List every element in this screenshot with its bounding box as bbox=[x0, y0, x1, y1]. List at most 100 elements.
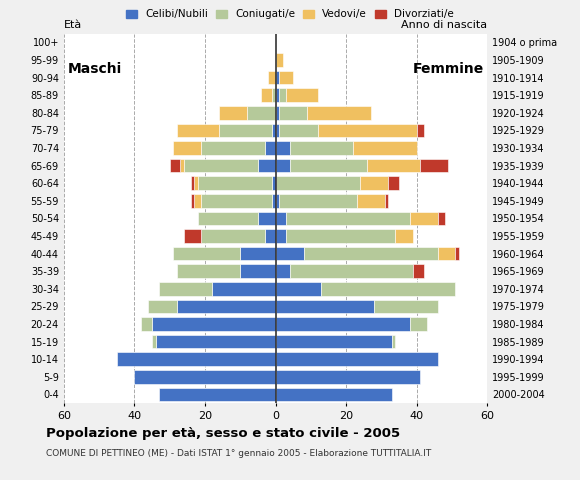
Bar bbox=[413, 264, 423, 278]
Bar bbox=[279, 88, 286, 102]
Bar bbox=[353, 141, 416, 155]
Text: Età: Età bbox=[64, 20, 82, 30]
Bar bbox=[389, 176, 399, 190]
Bar bbox=[194, 176, 198, 190]
Bar bbox=[184, 159, 258, 172]
Bar bbox=[117, 352, 276, 366]
Bar bbox=[276, 247, 304, 261]
Text: Femmine: Femmine bbox=[412, 62, 484, 76]
Legend: Celibi/Nubili, Coniugati/e, Vedovi/e, Divorziati/e: Celibi/Nubili, Coniugati/e, Vedovi/e, Di… bbox=[122, 5, 458, 24]
Text: COMUNE DI PETTINEO (ME) - Dati ISTAT 1° gennaio 2005 - Elaborazione TUTTITALIA.I: COMUNE DI PETTINEO (ME) - Dati ISTAT 1° … bbox=[46, 449, 432, 458]
Bar bbox=[367, 159, 420, 172]
Bar bbox=[198, 212, 258, 225]
Bar bbox=[420, 159, 448, 172]
Text: Anno di nascita: Anno di nascita bbox=[401, 20, 487, 30]
Bar bbox=[276, 335, 392, 348]
Bar bbox=[159, 282, 212, 296]
Bar bbox=[219, 106, 247, 120]
Bar bbox=[276, 194, 279, 208]
Bar bbox=[135, 370, 276, 384]
Bar bbox=[155, 335, 276, 348]
Bar bbox=[279, 123, 318, 137]
Bar bbox=[276, 71, 279, 84]
Bar bbox=[276, 370, 420, 384]
Bar bbox=[276, 123, 279, 137]
Bar bbox=[357, 194, 385, 208]
Bar bbox=[409, 212, 438, 225]
Bar bbox=[276, 88, 279, 102]
Bar bbox=[276, 317, 409, 331]
Bar bbox=[276, 352, 438, 366]
Bar bbox=[240, 264, 276, 278]
Bar bbox=[289, 141, 353, 155]
Bar bbox=[455, 247, 459, 261]
Bar bbox=[148, 300, 177, 313]
Bar bbox=[177, 123, 219, 137]
Bar bbox=[152, 317, 276, 331]
Bar bbox=[276, 159, 289, 172]
Bar bbox=[201, 194, 272, 208]
Bar bbox=[272, 88, 276, 102]
Bar bbox=[276, 141, 289, 155]
Bar bbox=[159, 387, 276, 401]
Bar bbox=[289, 264, 413, 278]
Bar bbox=[269, 71, 276, 84]
Bar bbox=[307, 106, 371, 120]
Bar bbox=[396, 229, 413, 243]
Bar bbox=[212, 282, 276, 296]
Bar bbox=[184, 229, 201, 243]
Bar bbox=[409, 317, 427, 331]
Bar bbox=[258, 159, 276, 172]
Bar bbox=[276, 387, 392, 401]
Bar bbox=[240, 247, 276, 261]
Bar bbox=[276, 229, 286, 243]
Bar bbox=[173, 247, 240, 261]
Bar bbox=[177, 264, 240, 278]
Bar bbox=[180, 159, 184, 172]
Bar bbox=[286, 88, 318, 102]
Bar bbox=[201, 141, 265, 155]
Bar bbox=[286, 212, 409, 225]
Bar bbox=[279, 106, 307, 120]
Bar bbox=[276, 282, 321, 296]
Bar bbox=[416, 123, 423, 137]
Bar bbox=[219, 123, 272, 137]
Bar bbox=[262, 88, 272, 102]
Bar bbox=[286, 229, 396, 243]
Bar bbox=[142, 317, 152, 331]
Bar bbox=[318, 123, 416, 137]
Bar bbox=[272, 176, 276, 190]
Bar bbox=[276, 300, 374, 313]
Bar bbox=[265, 229, 276, 243]
Bar bbox=[276, 106, 279, 120]
Bar bbox=[272, 194, 276, 208]
Bar bbox=[360, 176, 389, 190]
Bar bbox=[247, 106, 276, 120]
Bar bbox=[438, 247, 455, 261]
Bar bbox=[438, 212, 445, 225]
Bar bbox=[385, 194, 389, 208]
Bar bbox=[279, 71, 293, 84]
Bar bbox=[265, 141, 276, 155]
Bar bbox=[279, 194, 357, 208]
Bar bbox=[374, 300, 438, 313]
Bar bbox=[276, 53, 282, 67]
Bar bbox=[304, 247, 438, 261]
Bar bbox=[169, 159, 180, 172]
Bar bbox=[392, 335, 396, 348]
Bar bbox=[152, 335, 155, 348]
Bar bbox=[191, 176, 194, 190]
Bar bbox=[191, 194, 194, 208]
Bar bbox=[198, 176, 272, 190]
Bar bbox=[177, 300, 276, 313]
Bar bbox=[173, 141, 201, 155]
Bar bbox=[194, 194, 201, 208]
Bar bbox=[276, 212, 286, 225]
Bar bbox=[289, 159, 367, 172]
Bar bbox=[258, 212, 276, 225]
Bar bbox=[276, 176, 360, 190]
Bar bbox=[321, 282, 455, 296]
Bar bbox=[201, 229, 265, 243]
Text: Maschi: Maschi bbox=[67, 62, 122, 76]
Bar bbox=[272, 123, 276, 137]
